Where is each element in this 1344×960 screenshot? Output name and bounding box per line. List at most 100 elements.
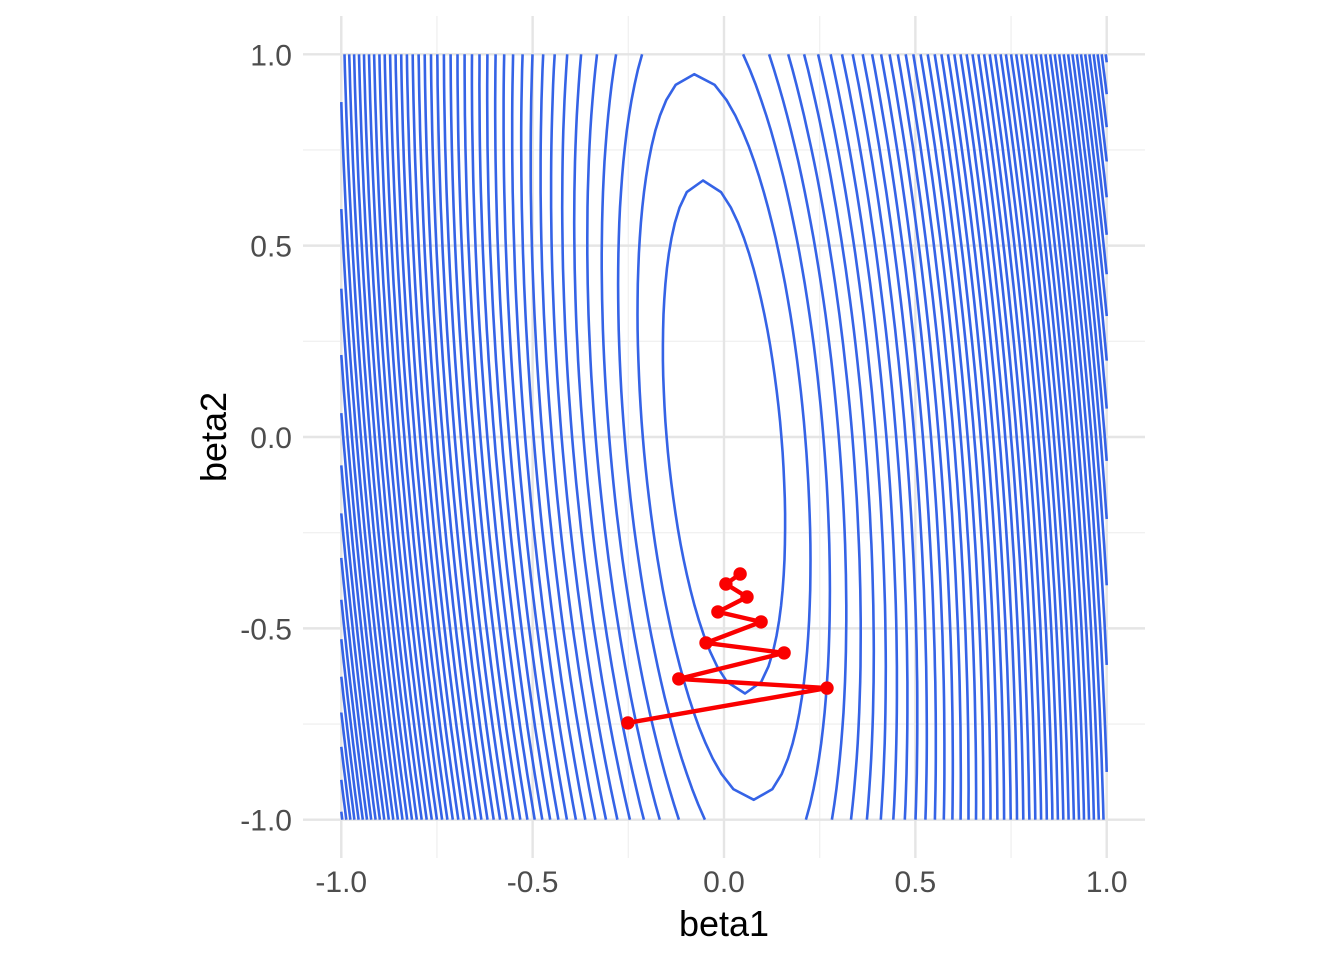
- contour-line: [340, 288, 395, 820]
- contour-line: [953, 54, 1019, 820]
- contour-line: [661, 179, 787, 695]
- contour-lines: [340, 53, 1108, 821]
- contour-line: [1039, 54, 1105, 820]
- contour-line: [442, 54, 508, 820]
- descent-point: [754, 615, 768, 629]
- contour-line: [572, 54, 646, 821]
- contour-line: [510, 54, 578, 820]
- contour-line: [636, 72, 812, 802]
- x-tick-label: 0.0: [703, 866, 745, 899]
- contour-line: [340, 209, 400, 820]
- contour-line: [861, 54, 929, 820]
- contour-line: [340, 557, 373, 820]
- contour-line: [982, 54, 1049, 820]
- contour-line: [1092, 54, 1108, 163]
- contour-line: [1104, 54, 1108, 63]
- y-tick-label: -1.0: [240, 805, 292, 838]
- contour-line: [586, 54, 662, 821]
- contour-line: [1083, 54, 1108, 235]
- contour-line: [519, 54, 587, 820]
- contour-line: [399, 54, 466, 820]
- contour-line: [999, 54, 1065, 820]
- contour-line: [478, 54, 544, 820]
- contour-line: [383, 54, 449, 820]
- contour-line: [340, 746, 352, 820]
- descent-point: [820, 681, 834, 695]
- contour-line: [340, 676, 360, 820]
- contour-line: [1062, 54, 1108, 462]
- y-axis-tick-labels: -1.0 -0.5 0.0 0.5 1.0: [240, 39, 292, 837]
- contour-line: [1048, 54, 1108, 665]
- contour-line: [449, 54, 515, 820]
- y-tick-label: 0.0: [250, 422, 292, 455]
- descent-line: [625, 571, 830, 726]
- contour-line: [1009, 54, 1076, 820]
- contour-line: [933, 54, 999, 820]
- contour-line: [946, 54, 1012, 820]
- contour-line: [340, 412, 386, 820]
- contour-line: [965, 54, 1031, 820]
- contour-line: [1004, 54, 1070, 820]
- descent-point: [672, 672, 686, 686]
- contour-line: [463, 54, 529, 820]
- descent-point: [699, 636, 713, 650]
- y-tick-label: 0.5: [250, 231, 292, 264]
- contour-line: [340, 811, 344, 820]
- contour-line: [378, 54, 444, 820]
- contour-line: [919, 54, 985, 820]
- contour-line: [340, 639, 365, 820]
- contour-line: [394, 54, 460, 820]
- contour-line: [340, 354, 391, 820]
- contour-line: [1071, 54, 1108, 362]
- contour-line: [352, 54, 419, 820]
- descent-point: [733, 567, 747, 581]
- contour-line: [829, 54, 899, 820]
- contour-line: [362, 54, 428, 820]
- x-tick-label: 0.5: [895, 866, 937, 899]
- contour-line: [343, 54, 409, 820]
- contour-line: [372, 54, 439, 820]
- descent-point: [777, 646, 791, 660]
- contour-line: [816, 54, 888, 820]
- contour-line: [470, 54, 536, 820]
- contour-line: [436, 54, 502, 820]
- contour-line: [940, 54, 1006, 820]
- contour-line: [1066, 54, 1108, 409]
- contour-line: [340, 102, 404, 820]
- contour-line: [616, 53, 707, 821]
- contour-line: [405, 54, 471, 820]
- contour-line: [870, 54, 938, 820]
- contour-line: [388, 54, 455, 820]
- contour-line: [1029, 54, 1096, 820]
- contour-line: [879, 54, 946, 820]
- contour-line: [1096, 54, 1108, 128]
- x-axis-title: beta1: [679, 903, 769, 944]
- contour-line: [456, 54, 522, 820]
- contour-line: [786, 53, 862, 820]
- contour-line: [357, 54, 423, 820]
- contour-line: [1025, 54, 1091, 820]
- y-tick-label: 1.0: [250, 39, 292, 72]
- contour-line: [1075, 54, 1108, 317]
- contour-line: [340, 779, 348, 820]
- contour-line: [1053, 54, 1108, 586]
- x-axis-tick-labels: -1.0 -0.5 0.0 0.5 1.0: [315, 866, 1127, 899]
- y-axis-title: beta2: [193, 392, 234, 482]
- contour-line: [529, 54, 597, 820]
- y-tick-label: -0.5: [240, 613, 292, 646]
- contour-line: [347, 54, 414, 820]
- contour-line: [340, 512, 377, 820]
- x-tick-label: -1.0: [315, 866, 367, 899]
- contour-line: [1079, 54, 1108, 275]
- contour-line: [1088, 54, 1108, 198]
- contour-line: [988, 54, 1054, 820]
- contour-line: [423, 54, 489, 820]
- contour-line: [1020, 54, 1086, 820]
- contour-line: [851, 54, 919, 820]
- x-tick-label: -0.5: [507, 866, 559, 899]
- contour-line: [802, 53, 876, 820]
- contour-line: [1014, 54, 1081, 820]
- contour-line: [971, 54, 1037, 820]
